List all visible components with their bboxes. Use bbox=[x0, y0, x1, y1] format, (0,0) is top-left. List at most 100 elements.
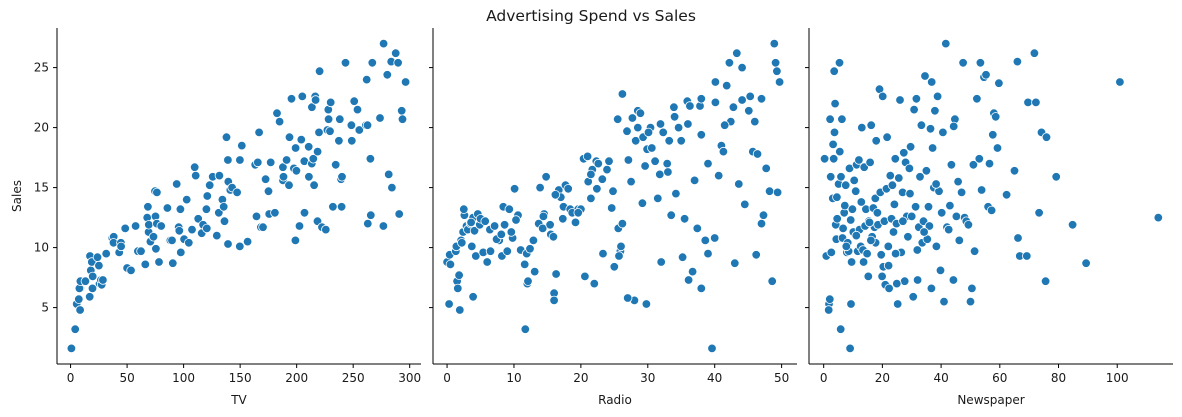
tv-data-point bbox=[168, 258, 178, 268]
radio-data-point bbox=[598, 248, 608, 259]
newspaper-data-point bbox=[894, 173, 904, 183]
radio-data-point bbox=[548, 232, 559, 242]
tv-data-point bbox=[290, 143, 301, 153]
tv-data-point bbox=[190, 170, 201, 181]
newspaper-data-point bbox=[938, 127, 948, 138]
newspaper-data-point bbox=[927, 77, 937, 87]
newspaper-data-point bbox=[826, 247, 837, 258]
newspaper-data-point bbox=[878, 91, 888, 102]
tv-data-point bbox=[309, 180, 319, 190]
newspaper-data-point bbox=[908, 292, 918, 302]
radio-data-point bbox=[750, 116, 760, 127]
newspaper-data-point bbox=[854, 155, 864, 165]
tv-data-point bbox=[331, 160, 341, 170]
newspaper-data-point bbox=[841, 180, 851, 190]
newspaper-data-point bbox=[870, 193, 881, 204]
radio-data-point bbox=[703, 248, 713, 259]
tv-x-tick-label: 200 bbox=[285, 371, 308, 385]
radio-data-point bbox=[454, 270, 464, 280]
tv-data-point bbox=[314, 66, 325, 76]
newspaper-data-point bbox=[864, 217, 875, 228]
newspaper-data-point bbox=[976, 185, 987, 195]
radio-data-point bbox=[528, 235, 539, 246]
newspaper-data-point bbox=[941, 38, 951, 49]
radio-data-point bbox=[666, 210, 676, 220]
radio-data-point bbox=[623, 293, 633, 303]
radio-data-point bbox=[602, 164, 612, 175]
newspaper-data-point bbox=[892, 278, 902, 289]
newspaper-data-point bbox=[945, 200, 955, 211]
tv-data-point bbox=[281, 155, 292, 165]
tv-data-point bbox=[299, 208, 310, 218]
radio-data-point bbox=[617, 89, 628, 99]
radio-data-point bbox=[607, 203, 617, 213]
tv-data-point bbox=[116, 241, 126, 252]
newspaper-data-point bbox=[905, 142, 916, 152]
tv-data-point bbox=[80, 276, 91, 286]
radio-data-point bbox=[627, 113, 638, 123]
radio-data-point bbox=[683, 275, 694, 285]
newspaper-data-point bbox=[900, 276, 910, 286]
newspaper-data-point bbox=[926, 283, 937, 294]
newspaper-data-point bbox=[846, 299, 856, 309]
radio-data-point bbox=[485, 246, 496, 256]
radio-data-point bbox=[622, 126, 632, 136]
radio-data-point bbox=[593, 158, 604, 169]
tv-data-point bbox=[214, 170, 225, 181]
newspaper-data-point bbox=[920, 71, 930, 81]
radio-x-tick-label: 10 bbox=[506, 371, 521, 385]
radio-data-point bbox=[730, 258, 740, 268]
tv-data-point bbox=[219, 216, 230, 226]
radio-data-point bbox=[580, 271, 590, 282]
tv-data-point bbox=[297, 91, 308, 102]
radio-data-point bbox=[734, 179, 744, 189]
newspaper-data-point bbox=[909, 104, 919, 115]
tv-data-point bbox=[176, 247, 186, 258]
tv-data-point bbox=[66, 343, 77, 354]
tv-data-point bbox=[387, 182, 397, 193]
radio-data-point bbox=[467, 241, 477, 252]
newspaper-data-point bbox=[948, 275, 959, 285]
tv-data-point bbox=[148, 232, 159, 242]
newspaper-data-point bbox=[965, 296, 976, 307]
newspaper-data-point bbox=[890, 154, 901, 164]
chart-title: Advertising Spend vs Sales bbox=[486, 7, 696, 25]
radio-data-point bbox=[455, 305, 465, 315]
tv-data-point bbox=[126, 265, 136, 276]
radio-data-point bbox=[770, 58, 781, 68]
radio-data-point bbox=[525, 244, 535, 254]
radio-data-point bbox=[504, 204, 515, 214]
radio-data-point bbox=[466, 217, 476, 228]
tv-data-point bbox=[308, 154, 319, 164]
tv-data-point bbox=[251, 211, 262, 222]
newspaper-data-point bbox=[828, 139, 838, 150]
radio-data-point bbox=[633, 122, 643, 133]
newspaper-data-point bbox=[992, 143, 1003, 153]
tv-data-point bbox=[363, 218, 373, 229]
radio-data-point bbox=[656, 257, 666, 267]
tv-x-axis-label: TV bbox=[230, 393, 247, 407]
radio-data-point bbox=[589, 278, 600, 289]
tv-data-point bbox=[393, 58, 403, 68]
newspaper-data-point bbox=[932, 91, 943, 102]
newspaper-data-point bbox=[1012, 56, 1023, 67]
newspaper-data-point bbox=[931, 241, 942, 252]
newspaper-data-point bbox=[1153, 212, 1164, 223]
tv-data-point bbox=[253, 157, 263, 168]
radio-data-point bbox=[469, 226, 480, 236]
newspaper-data-point bbox=[1013, 233, 1023, 243]
newspaper-data-point bbox=[949, 121, 959, 132]
radio-data-point bbox=[617, 218, 628, 229]
radio-data-point bbox=[662, 158, 672, 169]
newspaper-x-axis-label: Newspaper bbox=[957, 393, 1024, 407]
newspaper-data-point bbox=[885, 170, 896, 181]
tv-data-point bbox=[187, 224, 197, 235]
newspaper-data-point bbox=[958, 58, 968, 68]
newspaper-data-point bbox=[865, 157, 875, 168]
radio-data-point bbox=[707, 343, 717, 354]
tv-data-point bbox=[202, 223, 212, 234]
newspaper-data-point bbox=[819, 154, 830, 164]
tv-data-point bbox=[75, 305, 85, 315]
